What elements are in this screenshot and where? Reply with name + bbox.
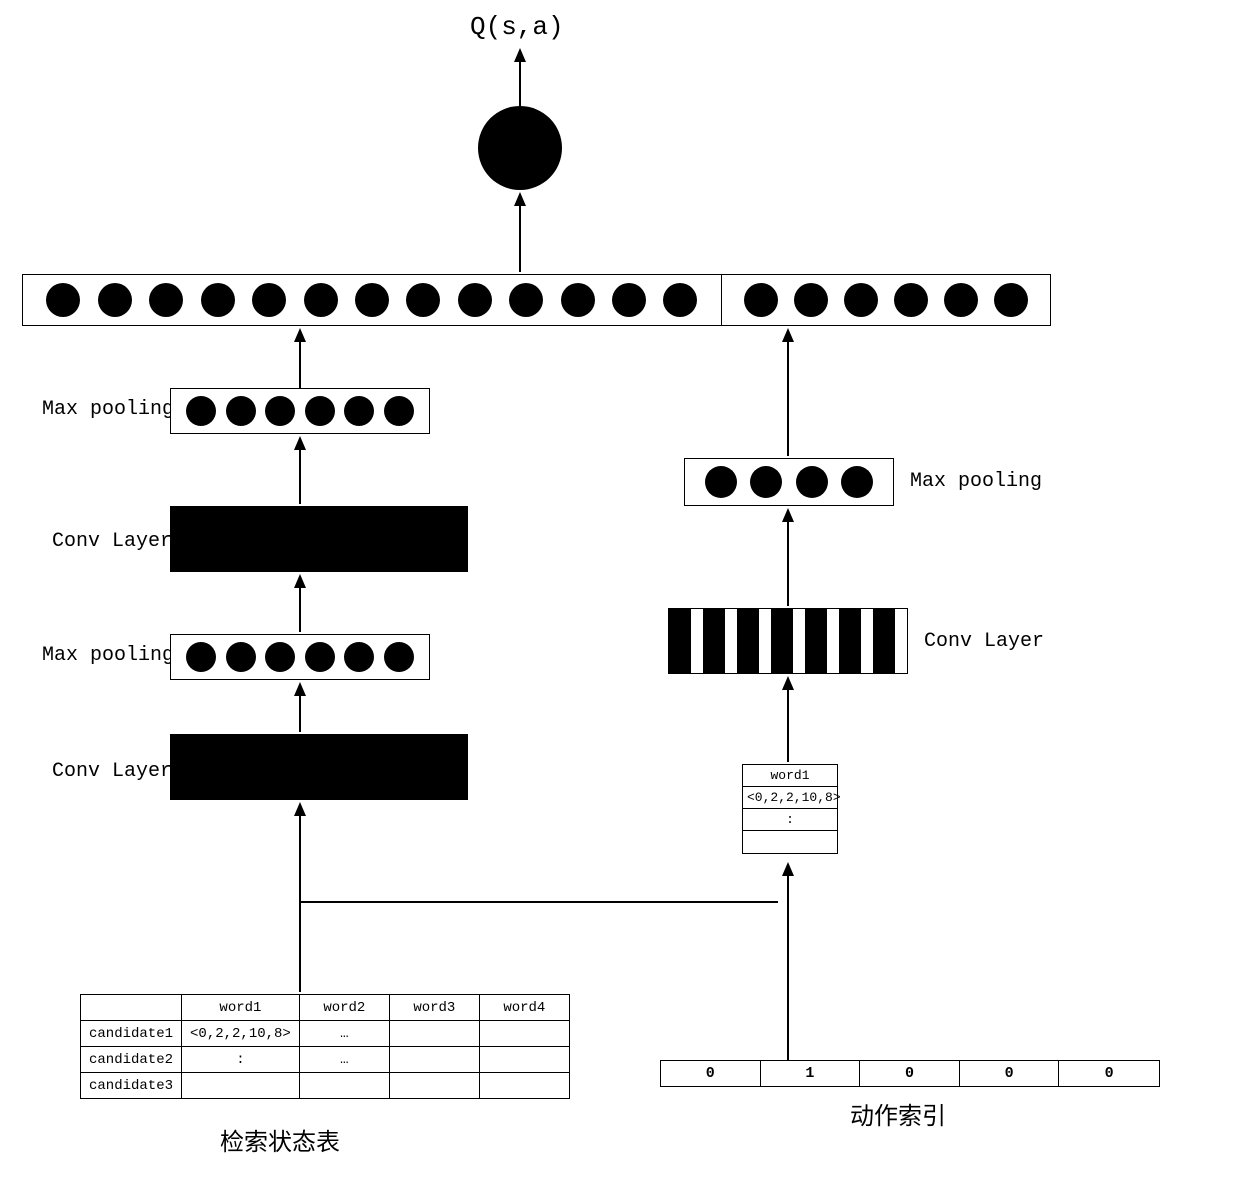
- left-conv-bottom-label: Conv Layer: [52, 760, 172, 783]
- arrow-right-1: [778, 328, 798, 456]
- arrow-right-3: [778, 676, 798, 762]
- arrow-output: [510, 48, 530, 106]
- connector-horizontal: [300, 892, 800, 912]
- state-th-4: word4: [479, 995, 569, 1021]
- left-maxpool-bottom: [170, 634, 430, 680]
- state-th-3: word3: [389, 995, 479, 1021]
- state-th-1: word1: [182, 995, 300, 1021]
- word-cell: :: [743, 809, 837, 831]
- arrow-left-1: [290, 328, 310, 388]
- word-cell: word1: [743, 765, 837, 787]
- state-th-2: word2: [299, 995, 389, 1021]
- action-cell: 0: [661, 1061, 761, 1086]
- concat-right: [721, 274, 1051, 326]
- state-th-0: [81, 995, 182, 1021]
- arrow-right-2: [778, 508, 798, 606]
- left-conv-top: [170, 506, 468, 572]
- left-conv-top-label: Conv Layer: [52, 530, 172, 553]
- right-conv-label: Conv Layer: [924, 630, 1044, 653]
- right-maxpool: [684, 458, 894, 506]
- arrow-left-2: [290, 436, 310, 504]
- left-maxpool-bottom-label: Max pooling: [42, 644, 174, 667]
- table-row: candidate2 : …: [81, 1047, 570, 1073]
- right-conv: [668, 608, 908, 674]
- action-cell: 0: [960, 1061, 1060, 1086]
- action-cell: 0: [860, 1061, 960, 1086]
- action-cell: 0: [1059, 1061, 1159, 1086]
- word-block: word1 <0,2,2,10,8> :: [742, 764, 838, 854]
- output-label: Q(s,a): [470, 12, 564, 42]
- arrow-left-3: [290, 574, 310, 632]
- arrow-right-bottom: [778, 900, 798, 1060]
- action-index: 0 1 0 0 0: [660, 1060, 1160, 1087]
- left-maxpool-top: [170, 388, 430, 434]
- action-cell: 1: [761, 1061, 861, 1086]
- table-row: candidate1 <0,2,2,10,8> …: [81, 1021, 570, 1047]
- arrow-left-4: [290, 682, 310, 732]
- word-cell: <0,2,2,10,8>: [743, 787, 837, 809]
- action-index-caption: 动作索引: [850, 1096, 946, 1132]
- concat-left: [22, 274, 722, 326]
- table-row: candidate3: [81, 1073, 570, 1099]
- state-table-caption: 检索状态表: [220, 1122, 340, 1158]
- output-node: [478, 106, 562, 190]
- left-conv-bottom: [170, 734, 468, 800]
- word-cell: [743, 831, 837, 853]
- arrow-concat-to-node: [510, 192, 530, 272]
- left-maxpool-top-label: Max pooling: [42, 398, 174, 421]
- right-maxpool-label: Max pooling: [910, 470, 1042, 493]
- state-table: word1 word2 word3 word4 candidate1 <0,2,…: [80, 994, 570, 1099]
